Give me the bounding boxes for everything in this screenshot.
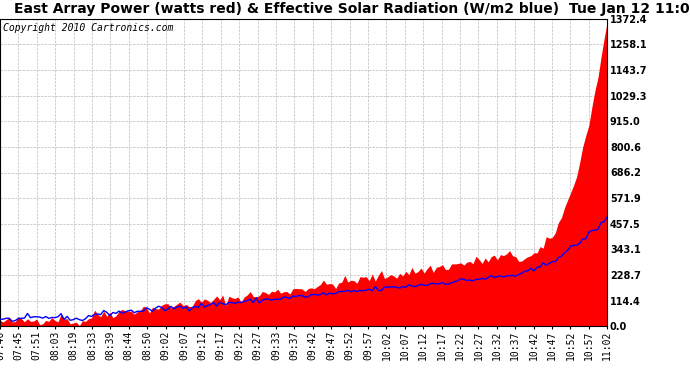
Text: Copyright 2010 Cartronics.com: Copyright 2010 Cartronics.com xyxy=(3,23,173,33)
Text: East Array Power (watts red) & Effective Solar Radiation (W/m2 blue)  Tue Jan 12: East Array Power (watts red) & Effective… xyxy=(14,2,690,16)
